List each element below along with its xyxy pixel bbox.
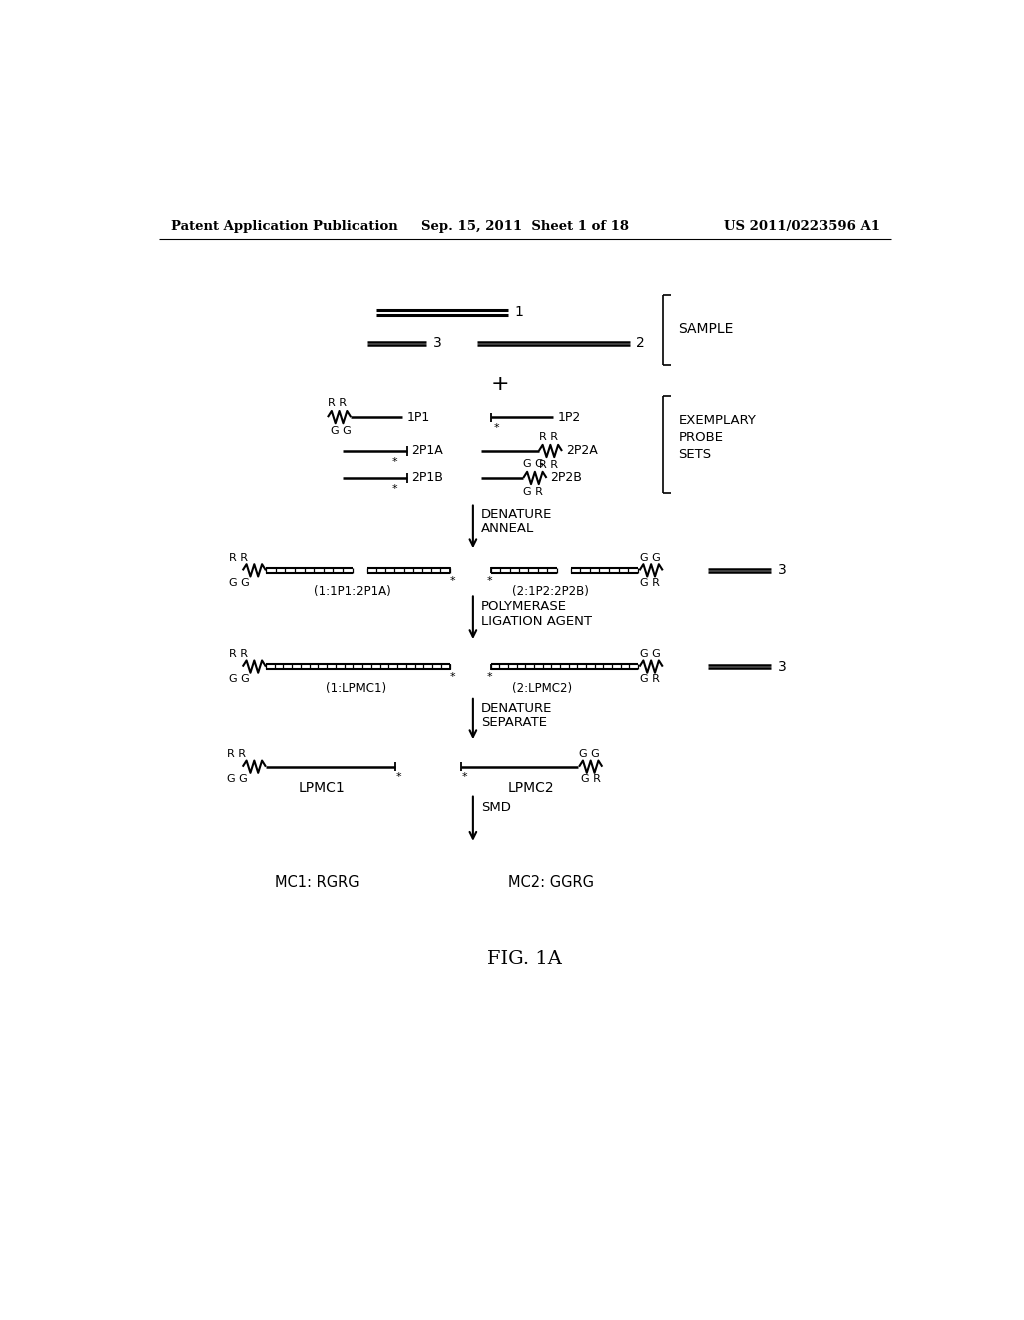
Text: R R: R R bbox=[228, 553, 248, 564]
Text: G R: G R bbox=[581, 774, 600, 784]
Text: G G: G G bbox=[640, 649, 660, 659]
Text: 2P1B: 2P1B bbox=[411, 471, 442, 484]
Text: *: * bbox=[391, 483, 397, 494]
Text: 3: 3 bbox=[432, 337, 441, 350]
Text: *: * bbox=[450, 672, 456, 682]
Text: *: * bbox=[494, 422, 500, 433]
Text: R R: R R bbox=[227, 750, 246, 759]
Text: G G: G G bbox=[227, 774, 248, 784]
Text: 2P1A: 2P1A bbox=[411, 445, 442, 458]
Text: 2P2A: 2P2A bbox=[566, 445, 598, 458]
Text: *: * bbox=[461, 772, 467, 783]
Text: SAMPLE: SAMPLE bbox=[678, 322, 733, 337]
Text: LPMC1: LPMC1 bbox=[299, 781, 345, 795]
Text: LPMC2: LPMC2 bbox=[508, 781, 554, 795]
Text: R R: R R bbox=[539, 459, 558, 470]
Text: *: * bbox=[395, 772, 401, 783]
Text: EXEMPLARY: EXEMPLARY bbox=[678, 413, 756, 426]
Text: DENATURE: DENATURE bbox=[480, 508, 552, 520]
Text: POLYMERASE: POLYMERASE bbox=[480, 601, 566, 612]
Text: G G: G G bbox=[228, 675, 250, 684]
Text: G G: G G bbox=[331, 426, 352, 436]
Text: MC1: RGRG: MC1: RGRG bbox=[275, 875, 359, 890]
Text: ANNEAL: ANNEAL bbox=[480, 523, 534, 536]
Text: FIG. 1A: FIG. 1A bbox=[487, 950, 562, 968]
Text: 3: 3 bbox=[777, 564, 786, 577]
Text: 3: 3 bbox=[777, 660, 786, 673]
Text: *: * bbox=[450, 576, 456, 586]
Text: 1: 1 bbox=[514, 305, 523, 319]
Text: *: * bbox=[486, 672, 493, 682]
Text: SEPARATE: SEPARATE bbox=[480, 717, 547, 730]
Text: 2P2B: 2P2B bbox=[550, 471, 583, 484]
Text: SMD: SMD bbox=[480, 801, 511, 814]
Text: G G: G G bbox=[579, 750, 600, 759]
Text: Patent Application Publication: Patent Application Publication bbox=[171, 219, 397, 232]
Text: Sep. 15, 2011  Sheet 1 of 18: Sep. 15, 2011 Sheet 1 of 18 bbox=[421, 219, 629, 232]
Text: (1:LPMC1): (1:LPMC1) bbox=[326, 681, 386, 694]
Text: G R: G R bbox=[523, 487, 543, 496]
Text: G R: G R bbox=[640, 578, 659, 587]
Text: R R: R R bbox=[328, 399, 347, 408]
Text: LIGATION AGENT: LIGATION AGENT bbox=[480, 615, 592, 628]
Text: (2:1P2:2P2B): (2:1P2:2P2B) bbox=[512, 585, 589, 598]
Text: *: * bbox=[391, 457, 397, 467]
Text: R R: R R bbox=[228, 649, 248, 659]
Text: DENATURE: DENATURE bbox=[480, 702, 552, 714]
Text: 1P2: 1P2 bbox=[558, 411, 582, 424]
Text: SETS: SETS bbox=[678, 447, 712, 461]
Text: PROBE: PROBE bbox=[678, 430, 723, 444]
Text: G G: G G bbox=[640, 553, 660, 564]
Text: G R: G R bbox=[640, 675, 659, 684]
Text: (1:1P1:2P1A): (1:1P1:2P1A) bbox=[314, 585, 391, 598]
Text: G G: G G bbox=[228, 578, 250, 587]
Text: 1P1: 1P1 bbox=[407, 411, 430, 424]
Text: 2: 2 bbox=[636, 337, 645, 350]
Text: G G: G G bbox=[523, 459, 544, 469]
Text: (2:LPMC2): (2:LPMC2) bbox=[512, 681, 571, 694]
Text: US 2011/0223596 A1: US 2011/0223596 A1 bbox=[724, 219, 880, 232]
Text: R R: R R bbox=[539, 432, 558, 442]
Text: +: + bbox=[490, 374, 509, 393]
Text: *: * bbox=[486, 576, 493, 586]
Text: MC2: GGRG: MC2: GGRG bbox=[508, 875, 594, 890]
